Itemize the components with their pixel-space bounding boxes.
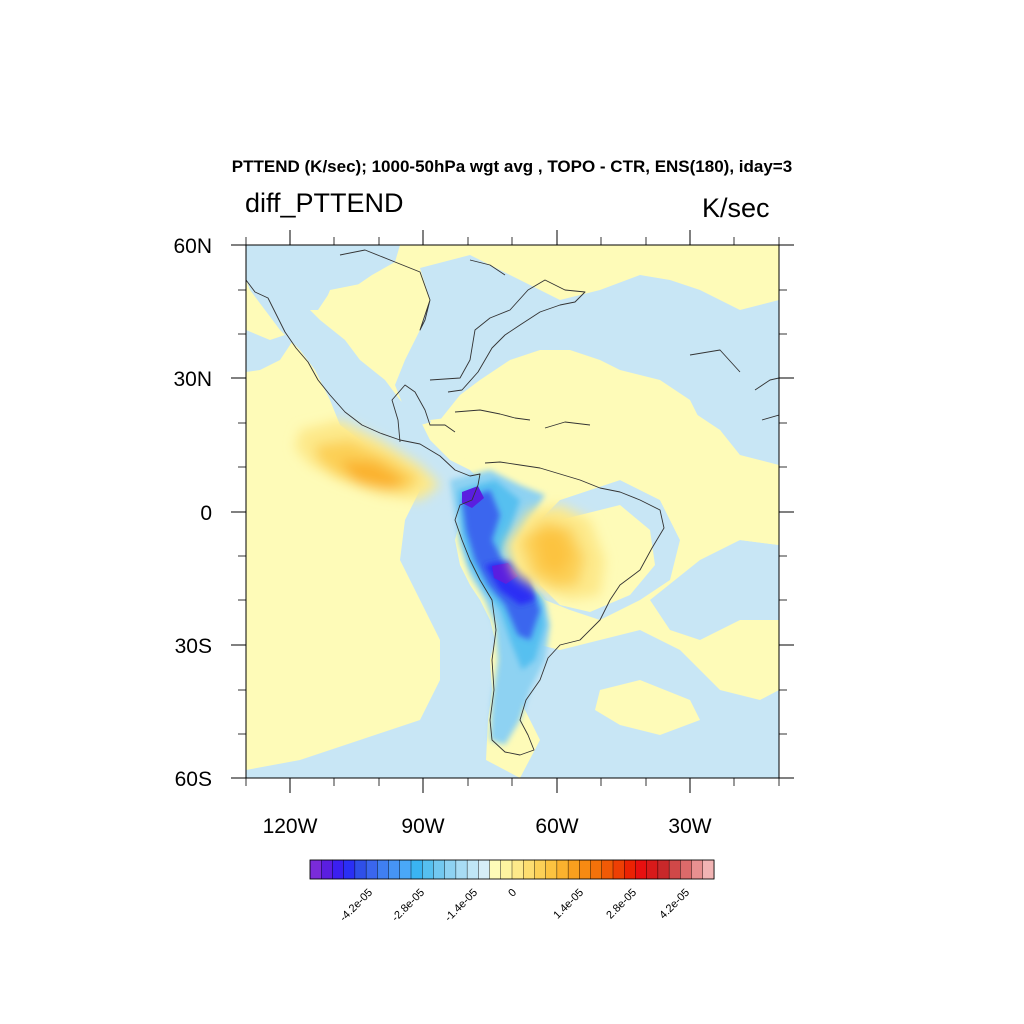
colorbar-swatch	[343, 859, 356, 880]
colorbar-swatch	[444, 859, 457, 880]
colorbar-swatch	[422, 859, 434, 880]
colorbar-swatch	[399, 859, 412, 880]
colorbar-label: -4.2e-05	[338, 887, 375, 924]
colorbar-swatch	[646, 859, 659, 880]
colorbar-labels: -4.2e-05 -2.8e-05 -1.4e-05 0 1.4e-05 2.8…	[338, 887, 692, 924]
colorbar-label: -1.4e-05	[443, 887, 480, 924]
lon-label-30w: 30W	[668, 815, 711, 838]
colorbar-swatch	[388, 859, 401, 880]
colorbar-swatch	[466, 859, 479, 880]
lat-label-60n: 60N	[173, 235, 212, 258]
colorbar-swatch	[545, 859, 558, 880]
colorbar-swatch	[624, 859, 636, 880]
variable-name-label: diff_PTTEND	[245, 188, 404, 218]
colorbar-swatch	[680, 859, 692, 880]
lat-label-30n: 30N	[173, 368, 212, 391]
colorbar-swatch	[567, 859, 580, 880]
colorbar-swatch	[657, 859, 670, 880]
colorbar-swatch	[377, 859, 389, 880]
lon-label-120w: 120W	[263, 815, 318, 838]
amazon-positive-anomaly	[505, 505, 605, 600]
colorbar-swatch	[478, 859, 490, 880]
colorbar	[309, 859, 715, 880]
colorbar-label: 0	[506, 887, 519, 900]
colorbar-swatch	[590, 859, 603, 880]
lat-label-30s: 30S	[175, 635, 212, 658]
colorbar-swatch	[534, 859, 547, 880]
colorbar-label: 2.8e-05	[604, 887, 639, 922]
itcz-positive-anomaly	[295, 420, 440, 500]
colorbar-swatch	[455, 859, 468, 880]
colorbar-swatch	[511, 859, 524, 880]
lon-label-60w: 60W	[535, 815, 578, 838]
colorbar-swatch	[635, 859, 648, 880]
colorbar-frame	[309, 859, 715, 880]
colorbar-label: 4.2e-05	[657, 887, 692, 922]
lon-label-90w: 90W	[401, 815, 444, 838]
colorbar-label: 1.4e-05	[551, 887, 586, 922]
colorbar-swatch	[523, 859, 535, 880]
coastlines	[246, 249, 779, 756]
units-label: K/sec	[702, 193, 770, 223]
colorbar-swatch	[410, 859, 423, 880]
colorbar-swatch	[321, 859, 333, 880]
figure-title: PTTEND (K/sec); 1000-50hPa wgt avg , TOP…	[231, 157, 793, 176]
minor-ticks	[238, 237, 787, 786]
lat-label-60s: 60S	[175, 768, 212, 791]
colorbar-swatch	[702, 859, 715, 880]
colorbar-swatch	[365, 859, 378, 880]
colorbar-label: -2.8e-05	[390, 887, 427, 924]
colorbar-swatch	[601, 859, 614, 880]
colorbar-swatch	[668, 859, 681, 880]
colorbar-swatch	[332, 859, 345, 880]
lat-label-0: 0	[200, 502, 212, 525]
colorbar-swatch	[489, 859, 502, 880]
colorbar-swatch	[556, 859, 569, 880]
colorbar-swatch	[579, 859, 591, 880]
andes-negative-band	[450, 470, 550, 745]
colorbar-swatch	[354, 859, 367, 880]
colorbar-swatch	[612, 859, 625, 880]
colorbar-swatch	[691, 859, 704, 880]
colorbar-swatch	[500, 859, 513, 880]
colorbar-swatch	[309, 859, 322, 880]
colorbar-swatch	[433, 859, 446, 880]
major-ticks	[231, 230, 794, 793]
map-panel	[246, 245, 779, 778]
